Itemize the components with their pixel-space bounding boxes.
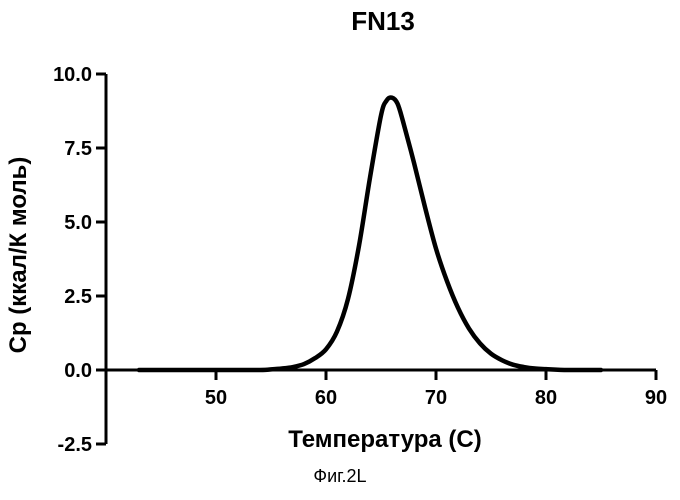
y-tick-label: 2.5 bbox=[64, 286, 92, 308]
figure-caption: Фиг.2L bbox=[0, 466, 680, 487]
y-tick-label: 7.5 bbox=[64, 138, 92, 160]
x-tick-label: 70 bbox=[425, 387, 447, 409]
y-tick-label: 10.0 bbox=[53, 64, 92, 86]
x-tick-label: 50 bbox=[205, 387, 227, 409]
y-axis-label: Cp (ккал/К моль) bbox=[5, 157, 32, 354]
series-layer bbox=[139, 98, 601, 371]
series-line bbox=[139, 98, 601, 371]
y-tick-label: 5.0 bbox=[64, 212, 92, 234]
x-axis-label: Температура (С) bbox=[288, 426, 481, 453]
y-tick-label: -2.5 bbox=[58, 434, 92, 456]
x-tick-label: 60 bbox=[315, 387, 337, 409]
x-tick-label: 80 bbox=[535, 387, 557, 409]
chart-title: FN13 bbox=[351, 6, 415, 36]
y-tick-label: 0.0 bbox=[64, 360, 92, 382]
axes bbox=[106, 74, 656, 444]
x-ticks: 50 60 70 80 90 bbox=[205, 370, 667, 409]
y-ticks: -2.5 0.0 2.5 5.0 7.5 10.0 bbox=[53, 64, 106, 456]
x-tick-label: 90 bbox=[645, 387, 667, 409]
